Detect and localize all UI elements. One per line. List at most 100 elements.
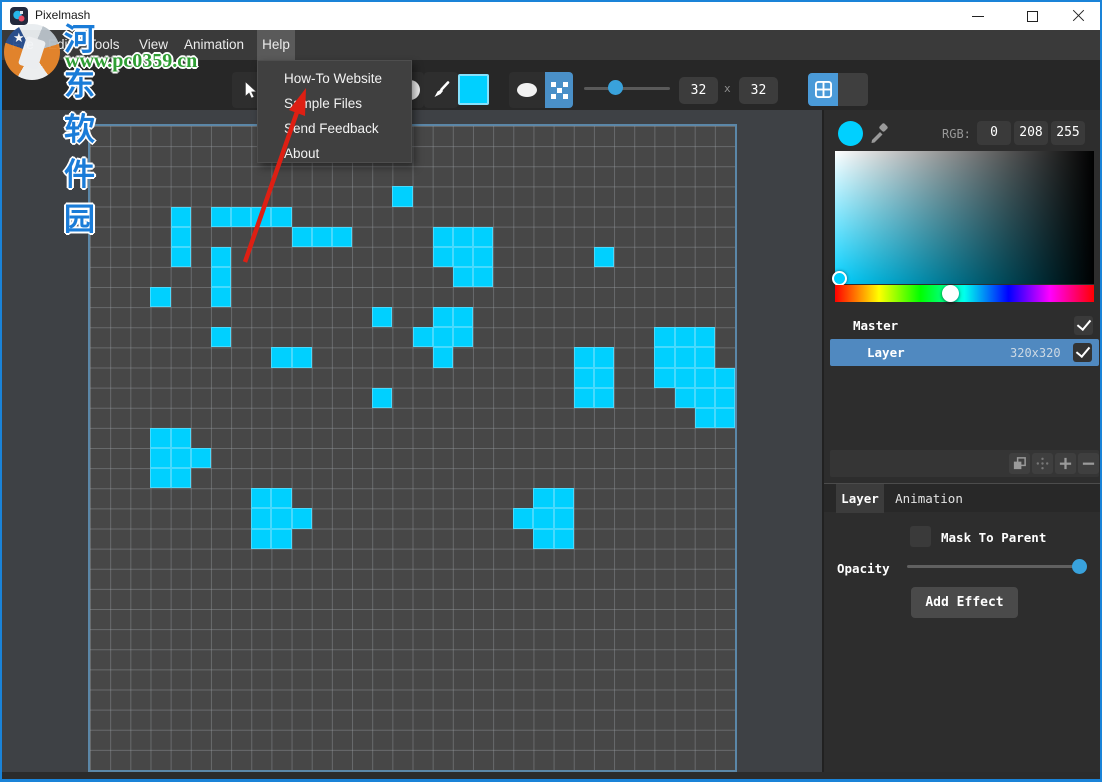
canvas-pixel bbox=[472, 226, 494, 247]
menu-bar: File Edit Tools View Animation Help bbox=[2, 30, 1100, 60]
pattern-brush-button[interactable] bbox=[545, 72, 573, 108]
canvas-pixel bbox=[573, 387, 594, 408]
brush-size-slider[interactable] bbox=[584, 87, 670, 90]
canvas-pixel bbox=[593, 367, 615, 388]
layer-row-selected[interactable]: Layer 320x320 bbox=[830, 339, 1099, 366]
canvas-pixel bbox=[694, 367, 715, 388]
canvas-pixel bbox=[694, 407, 715, 428]
remove-layer-button[interactable] bbox=[1078, 453, 1099, 474]
tab-layer[interactable]: Layer bbox=[836, 484, 884, 513]
maximize-button[interactable] bbox=[1010, 2, 1054, 30]
duplicate-layer-button[interactable] bbox=[1009, 453, 1030, 474]
menu-help[interactable]: Help bbox=[257, 30, 295, 60]
current-color-swatch[interactable] bbox=[458, 74, 489, 105]
title-bar: Pixelmash bbox=[2, 2, 1100, 30]
layer-name: Layer bbox=[867, 345, 905, 360]
rgb-g-input[interactable]: 208 bbox=[1014, 121, 1048, 145]
mask-to-parent-label: Mask To Parent bbox=[941, 530, 1047, 545]
canvas-pixel bbox=[251, 508, 272, 529]
plus-icon bbox=[1059, 457, 1072, 470]
add-layer-button[interactable] bbox=[1055, 453, 1076, 474]
menu-item-howto-website[interactable]: How-To Website bbox=[284, 71, 383, 86]
canvas-pixel bbox=[271, 508, 292, 529]
brush-size-slider-handle[interactable] bbox=[608, 80, 623, 95]
menu-edit[interactable]: Edit bbox=[48, 37, 72, 52]
canvas-pixel bbox=[210, 287, 232, 308]
canvas-pixel bbox=[271, 206, 292, 227]
opacity-label: Opacity bbox=[837, 561, 890, 576]
minus-icon bbox=[1082, 462, 1095, 465]
opacity-slider[interactable] bbox=[907, 565, 1080, 568]
canvas-pixel bbox=[150, 287, 171, 308]
canvas-pixel bbox=[271, 488, 292, 509]
menu-file[interactable]: File bbox=[12, 37, 34, 52]
brush-tool-icon bbox=[434, 81, 450, 97]
canvas-pixel bbox=[392, 186, 413, 207]
brush-tool-button[interactable] bbox=[424, 72, 458, 108]
active-color-circle[interactable] bbox=[838, 121, 863, 146]
toolbar: 32 x 32 bbox=[2, 60, 1100, 110]
canvas-width-input[interactable]: 32 bbox=[679, 77, 718, 104]
canvas-pixel bbox=[674, 387, 695, 408]
rgb-r-input[interactable]: 0 bbox=[977, 121, 1011, 145]
rgb-b-input[interactable]: 255 bbox=[1051, 121, 1085, 145]
add-effect-button[interactable]: Add Effect bbox=[911, 587, 1018, 618]
canvas-pixel bbox=[170, 246, 191, 267]
close-icon bbox=[1072, 10, 1085, 23]
menu-item-send-feedback[interactable]: Send Feedback bbox=[284, 121, 379, 136]
saturation-value-picker[interactable] bbox=[832, 151, 1094, 286]
canvas-pixel bbox=[210, 246, 232, 267]
layer-visibility-checkbox[interactable] bbox=[1073, 343, 1092, 362]
tab-animation[interactable]: Animation bbox=[895, 491, 963, 506]
canvas-pixel bbox=[251, 206, 272, 227]
grid-on-button[interactable] bbox=[808, 73, 838, 106]
canvas-pixel bbox=[170, 206, 191, 227]
canvas-pixel bbox=[654, 367, 675, 388]
grid-off-button[interactable] bbox=[838, 73, 868, 106]
canvas-pixel bbox=[311, 226, 332, 247]
minimize-button[interactable] bbox=[956, 2, 1000, 30]
canvas-pixel bbox=[271, 347, 292, 368]
close-button[interactable] bbox=[1056, 2, 1100, 30]
opacity-slider-handle[interactable] bbox=[1072, 559, 1087, 574]
canvas-pixel bbox=[251, 488, 272, 509]
canvas-pixel bbox=[513, 508, 534, 529]
pixel-canvas[interactable] bbox=[88, 124, 737, 772]
canvas-pixel bbox=[714, 367, 735, 388]
menu-item-about[interactable]: About bbox=[284, 146, 320, 161]
canvas-pixel bbox=[714, 407, 735, 428]
canvas-grid[interactable] bbox=[90, 126, 735, 770]
canvas-pixel bbox=[251, 528, 272, 549]
window-title: Pixelmash bbox=[35, 8, 91, 22]
ellipse-icon bbox=[517, 83, 537, 97]
rgb-label: RGB: bbox=[942, 127, 971, 141]
menu-item-sample-files[interactable]: Sample Files bbox=[284, 96, 363, 111]
canvas-pixel bbox=[553, 488, 574, 509]
canvas-pixel bbox=[291, 347, 312, 368]
nudge-layer-button[interactable] bbox=[1032, 453, 1053, 474]
mask-to-parent-checkbox[interactable] bbox=[910, 526, 931, 547]
layer-actions-bar bbox=[830, 450, 1099, 477]
canvas-pixel bbox=[372, 307, 393, 328]
ellipse-brush-button[interactable] bbox=[509, 72, 545, 108]
canvas-pixel bbox=[593, 347, 615, 368]
menu-view[interactable]: View bbox=[139, 37, 169, 52]
canvas-pixel bbox=[654, 327, 675, 348]
canvas-pixel bbox=[291, 508, 312, 529]
master-layer-label[interactable]: Master bbox=[853, 318, 899, 333]
canvas-pixel bbox=[170, 448, 191, 469]
eyedropper-icon[interactable] bbox=[869, 122, 889, 144]
menu-tools[interactable]: Tools bbox=[88, 37, 120, 52]
sv-selector[interactable] bbox=[832, 271, 847, 286]
canvas-pixel bbox=[452, 246, 473, 267]
canvas-height-input[interactable]: 32 bbox=[739, 77, 778, 104]
menu-animation[interactable]: Animation bbox=[184, 37, 245, 52]
duplicate-layer-icon bbox=[1013, 457, 1026, 470]
master-visibility-checkbox[interactable] bbox=[1074, 316, 1093, 335]
canvas-pixel bbox=[452, 266, 473, 287]
canvas-pixel bbox=[714, 387, 735, 408]
canvas-pixel bbox=[331, 226, 353, 247]
hue-selector[interactable] bbox=[942, 285, 959, 302]
canvas-pixel bbox=[654, 347, 675, 368]
hue-slider[interactable] bbox=[835, 285, 1094, 302]
